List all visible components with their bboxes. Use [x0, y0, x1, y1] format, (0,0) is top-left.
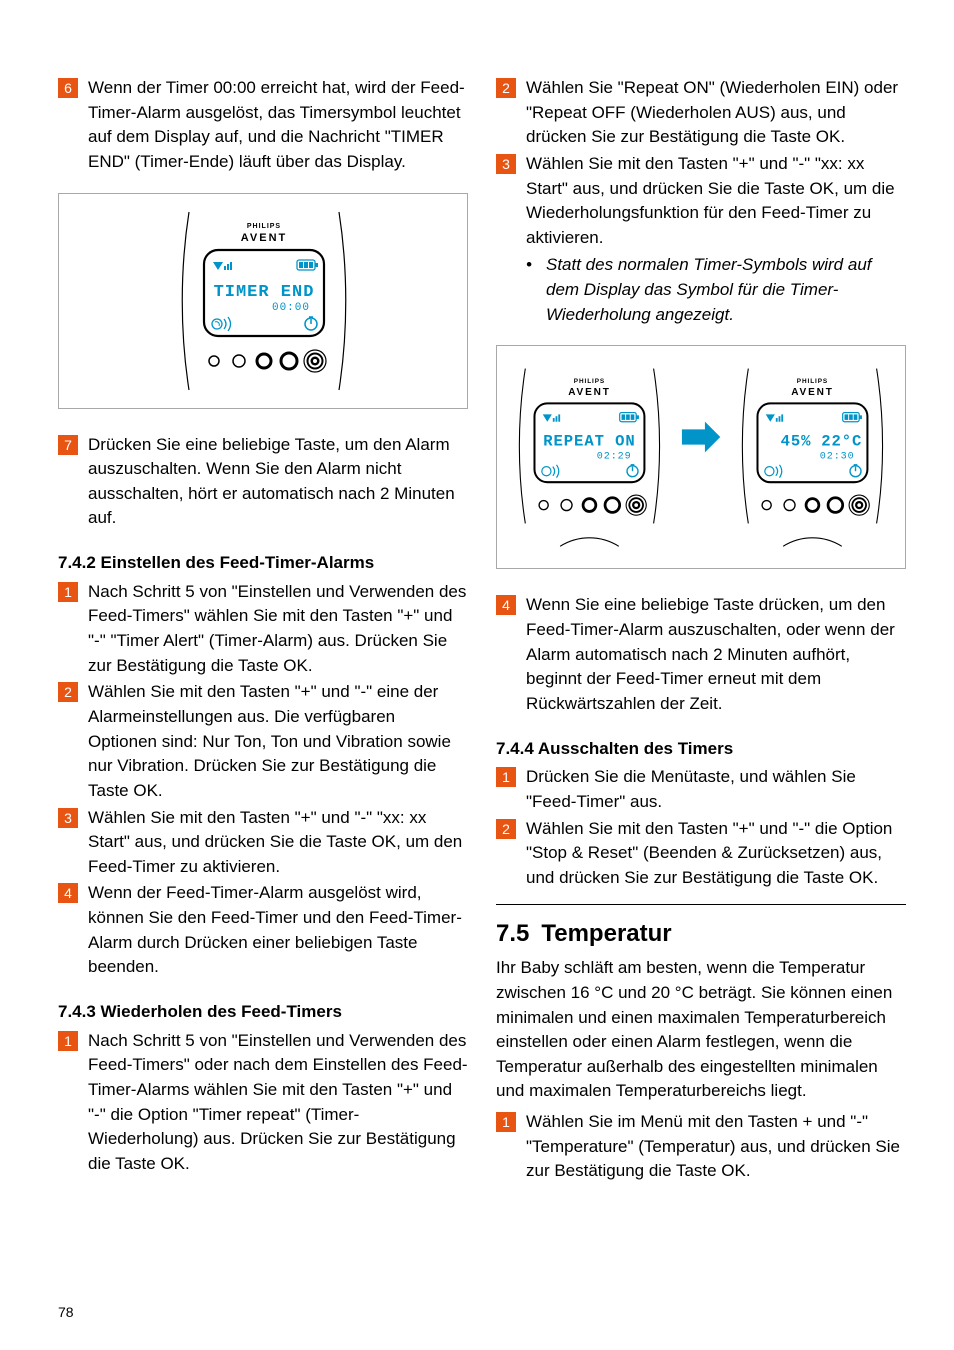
timer-icon — [305, 317, 317, 330]
signal-icon — [766, 415, 783, 422]
step-text: Wählen Sie mit den Tasten "+" und "-" ei… — [88, 680, 468, 803]
step-text: Wählen Sie mit den Tasten "+" und "-" di… — [526, 817, 906, 891]
step-badge: 4 — [496, 595, 516, 615]
step-7: 7 Drücken Sie eine beliebige Taste, um d… — [58, 433, 468, 532]
note-text: Statt des normalen Timer-Symbols wird au… — [546, 253, 906, 327]
device-button — [762, 501, 771, 510]
step-text: Wenn Sie eine beliebige Taste drücken, u… — [526, 593, 906, 716]
step-badge-6: 6 — [58, 78, 78, 98]
brand-avent: AVENT — [241, 232, 287, 244]
device-illustration: PHILIPS AVENT TIMER EN — [69, 206, 459, 396]
brand-philips: PHILIPS — [247, 223, 281, 230]
lcd-pct: 45% — [781, 433, 812, 451]
step-text: Wählen Sie mit den Tasten "+" und "-" "x… — [88, 806, 468, 880]
step-text: Nach Schritt 5 von "Einstellen und Verwe… — [88, 1029, 468, 1177]
vibration-icon — [765, 465, 782, 478]
lcd-time: 02:30 — [820, 452, 855, 463]
step: 2 Wählen Sie mit den Tasten "+" und "-" … — [496, 817, 906, 891]
step-badge: 2 — [496, 819, 516, 839]
right-column: 2 Wählen Sie "Repeat ON" (Wiederholen EI… — [496, 76, 906, 1186]
device-button — [784, 500, 795, 511]
step-text: Drücken Sie die Menütaste, und wählen Si… — [526, 765, 906, 814]
step: 1 Drücken Sie die Menütaste, und wählen … — [496, 765, 906, 814]
step-text: Nach Schritt 5 von "Einstellen und Verwe… — [88, 580, 468, 679]
battery-icon — [620, 413, 639, 422]
bullet-dot: • — [526, 253, 536, 327]
step-badge: 3 — [496, 154, 516, 174]
signal-icon — [213, 262, 232, 270]
lcd-temp: 22°C — [821, 433, 862, 451]
step-text: Wählen Sie im Menü mit den Tasten + und … — [526, 1110, 906, 1184]
step: 3 Wählen Sie mit den Tasten "+" und "-" … — [58, 806, 468, 880]
device-button-highlight — [304, 350, 326, 372]
step: 4 Wenn der Feed-Timer-Alarm ausgelöst wi… — [58, 881, 468, 980]
battery-icon — [843, 413, 862, 422]
device-base-arc — [783, 538, 842, 546]
step: 2 Wählen Sie mit den Tasten "+" und "-" … — [58, 680, 468, 803]
brand-philips: PHILIPS — [574, 379, 605, 386]
note-bullet: • Statt des normalen Timer-Symbols wird … — [496, 253, 906, 327]
battery-icon — [297, 260, 318, 270]
step: 4 Wenn Sie eine beliebige Taste drücken,… — [496, 593, 906, 716]
step-badge: 4 — [58, 883, 78, 903]
timer-repeat-icon — [850, 465, 861, 477]
step: 1 Nach Schritt 5 von "Einstellen und Ver… — [58, 580, 468, 679]
step: 3 Wählen Sie mit den Tasten "+" und "-" … — [496, 152, 906, 251]
step-badge: 3 — [58, 808, 78, 828]
step: 2 Wählen Sie "Repeat ON" (Wiederholen EI… — [496, 76, 906, 150]
device-button — [539, 501, 548, 510]
device-button — [561, 500, 572, 511]
figure-repeat: PHILIPS AVENT — [496, 345, 906, 569]
device-button — [828, 498, 843, 513]
page-number: 78 — [58, 1302, 74, 1322]
step-text: Wählen Sie "Repeat ON" (Wiederholen EIN)… — [526, 76, 906, 150]
lcd-line1: TIMER END — [214, 283, 315, 302]
signal-icon — [543, 415, 560, 422]
step-badge: 1 — [58, 582, 78, 602]
device-button — [605, 498, 620, 513]
device-button — [583, 499, 596, 512]
device-button — [209, 356, 219, 366]
heading-75: 7.5 Temperatur — [496, 917, 906, 952]
vibration-icon — [212, 317, 231, 331]
step-text: Wenn der Timer 00:00 erreicht hat, wird … — [88, 76, 468, 175]
left-column: 6 Wenn der Timer 00:00 erreicht hat, wir… — [58, 76, 468, 1186]
device-button-highlight — [849, 495, 869, 515]
brand-avent: AVENT — [568, 388, 611, 399]
heading-742: 7.4.2 Einstellen des Feed-Timer-Alarms — [58, 551, 468, 576]
step-badge: 1 — [496, 767, 516, 787]
lcd-line1: REPEAT ON — [543, 433, 635, 451]
device-button — [281, 353, 297, 369]
device-button — [257, 354, 271, 368]
figure-timer-end: PHILIPS AVENT TIMER EN — [58, 193, 468, 409]
device-button — [806, 499, 819, 512]
vibration-icon — [542, 465, 559, 478]
step-badge: 2 — [496, 78, 516, 98]
heading-744: 7.4.4 Ausschalten des Timers — [496, 737, 906, 762]
lcd-line2: 02:29 — [597, 452, 632, 463]
section-intro: Ihr Baby schläft am besten, wenn die Tem… — [496, 956, 906, 1104]
step-badge-7: 7 — [58, 435, 78, 455]
arrow-right-icon — [680, 417, 722, 457]
device-illustration-right: PHILIPS AVENT — [730, 358, 895, 556]
step-text: Wählen Sie mit den Tasten "+" und "-" "x… — [526, 152, 906, 251]
step-badge: 2 — [58, 682, 78, 702]
brand-philips: PHILIPS — [797, 379, 828, 386]
step: 1 Nach Schritt 5 von "Einstellen und Ver… — [58, 1029, 468, 1177]
lcd-line2: 00:00 — [272, 302, 310, 314]
heading-743: 7.4.3 Wiederholen des Feed-Timers — [58, 1000, 468, 1025]
brand-avent: AVENT — [791, 388, 834, 399]
device-button-highlight — [626, 495, 646, 515]
step: 1 Wählen Sie im Menü mit den Tasten + un… — [496, 1110, 906, 1184]
step-text: Wenn der Feed-Timer-Alarm ausgelöst wird… — [88, 881, 468, 980]
device-base-arc — [560, 538, 619, 546]
step-text: Drücken Sie eine beliebige Taste, um den… — [88, 433, 468, 532]
section-rule — [496, 904, 906, 905]
step-badge: 1 — [496, 1112, 516, 1132]
timer-icon — [627, 465, 638, 477]
step-6: 6 Wenn der Timer 00:00 erreicht hat, wir… — [58, 76, 468, 175]
device-button — [233, 355, 245, 367]
device-illustration-left: PHILIPS AVENT — [507, 358, 672, 556]
step-badge: 1 — [58, 1031, 78, 1051]
